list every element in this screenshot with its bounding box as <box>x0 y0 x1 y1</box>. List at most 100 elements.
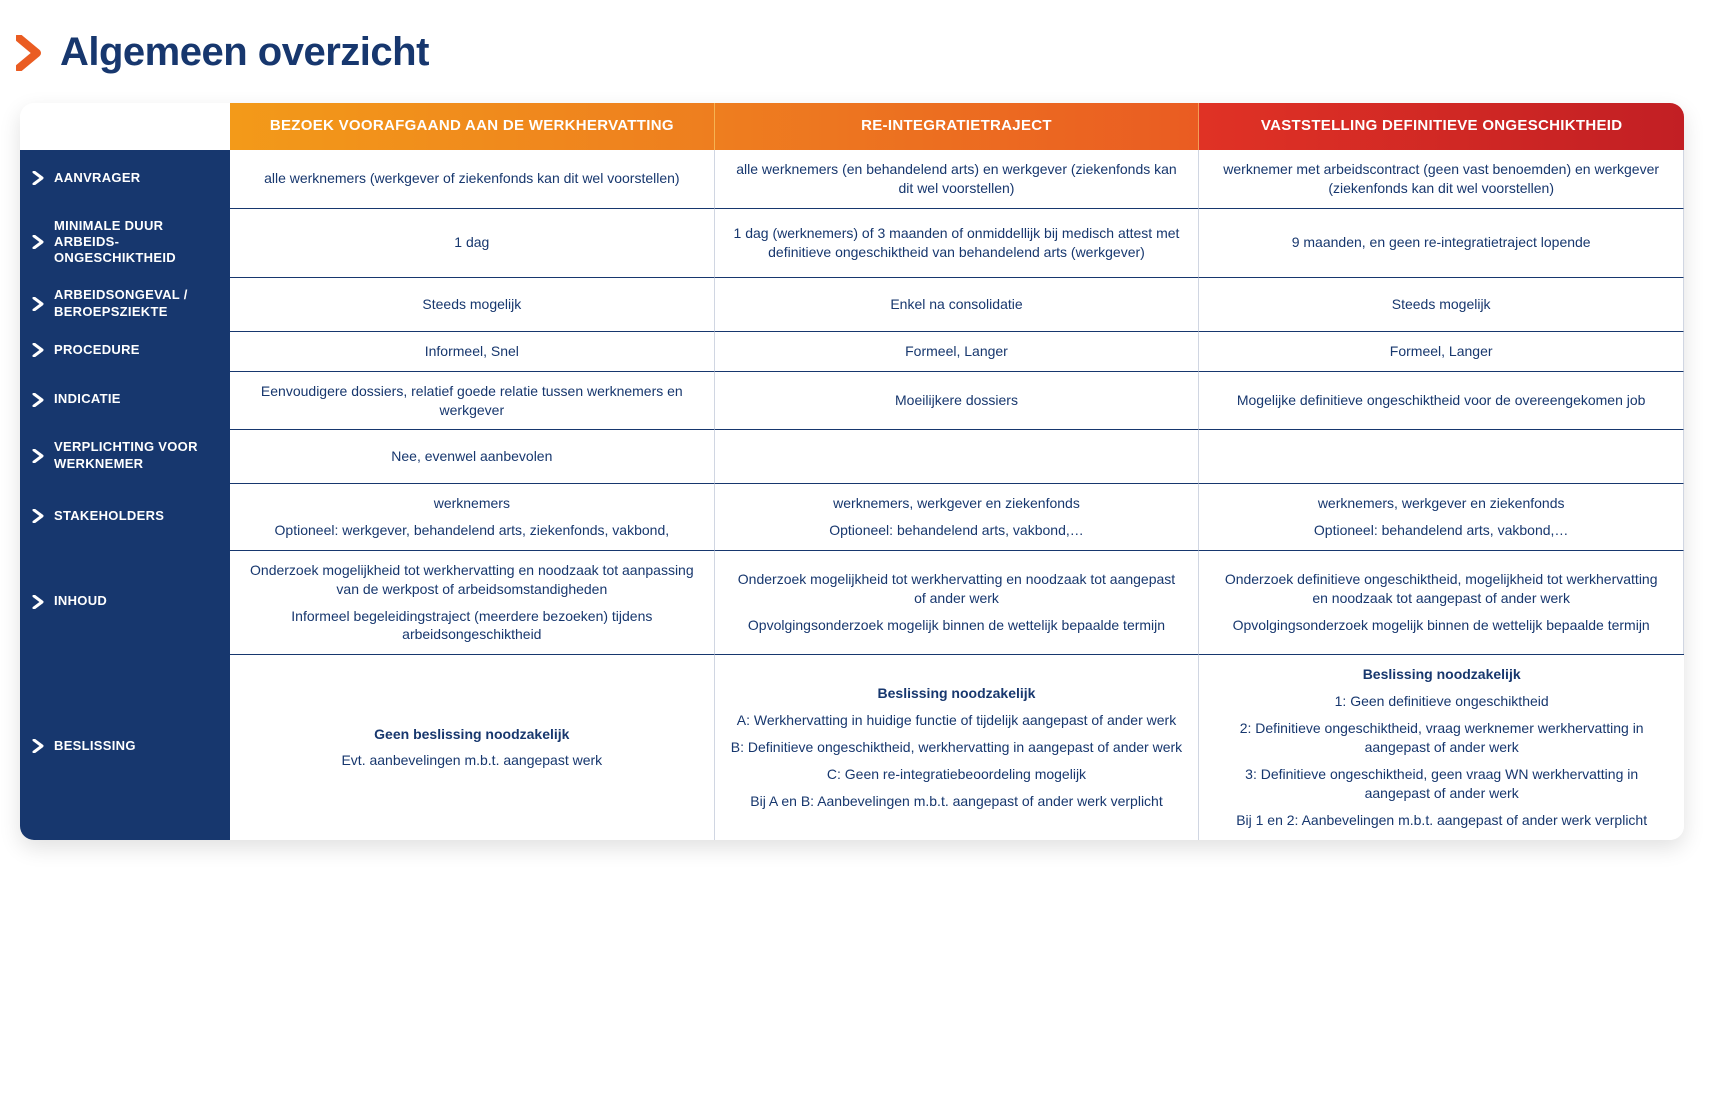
table-cell <box>715 429 1200 483</box>
table-cell <box>1199 429 1684 483</box>
row-label: INHOUD <box>20 550 230 655</box>
row-label-text: STAKEHOLDERS <box>54 508 216 524</box>
row-label: AANVRAGER <box>20 150 230 208</box>
cell-text: Formeel, Langer <box>905 342 1008 361</box>
table-cell: Steeds mogelijk <box>230 277 715 331</box>
table-cell: werknemers Optioneel: werkgever, behandel… <box>230 483 715 550</box>
row-label-text: INHOUD <box>54 593 216 609</box>
cell-text: alle werknemers (werkgever of ziekenfond… <box>264 169 680 188</box>
cell-text: 9 maanden, en geen re-integratietraject … <box>1292 233 1591 252</box>
cell-text: B: Definitieve ongeschiktheid, werkherva… <box>731 738 1182 757</box>
cell-text: Nee, evenwel aanbevolen <box>391 447 552 466</box>
cell-headline: Geen beslissing noodzakelijk <box>374 725 569 744</box>
table-cell: Moeilijkere dossiers <box>715 371 1200 430</box>
cell-text: A: Werkhervatting in huidige functie of … <box>737 711 1176 730</box>
cell-text: werknemer met arbeidscontract (geen vast… <box>1215 160 1667 198</box>
cell-text: Bij 1 en 2: Aanbevelingen m.b.t. aangepa… <box>1236 811 1647 830</box>
table-corner <box>20 103 230 150</box>
table-cell: 1 dag <box>230 208 715 278</box>
table-cell: alle werknemers (werkgever of ziekenfond… <box>230 150 715 208</box>
column-header: BEZOEK VOORAFGAAND AAN DE WERKHERVATTING <box>230 103 715 150</box>
table-cell: Onderzoek mogelijkheid tot werkhervattin… <box>715 550 1200 655</box>
table-cell: Onderzoek mogelijkheid tot werkhervattin… <box>230 550 715 655</box>
cell-text: Informeel begeleidingstraject (meerdere … <box>246 607 698 645</box>
table-cell: werknemer met arbeidscontract (geen vast… <box>1199 150 1684 208</box>
cell-text: Enkel na consolidatie <box>890 295 1022 314</box>
cell-text: 2: Definitieve ongeschiktheid, vraag wer… <box>1215 719 1668 757</box>
cell-text: Informeel, Snel <box>425 342 519 361</box>
table-cell: 9 maanden, en geen re-integratietraject … <box>1199 208 1684 278</box>
row-label-text: INDICATIE <box>54 391 216 407</box>
cell-text: 1 dag (werknemers) of 3 maanden of onmid… <box>731 224 1183 262</box>
row-label-text: ARBEIDSONGEVAL / BEROEPSZIEKTE <box>54 287 216 320</box>
cell-text: 1: Geen definitieve ongeschiktheid <box>1335 692 1549 711</box>
table-cell: Formeel, Langer <box>1199 331 1684 371</box>
page-title: Algemeen overzicht <box>60 30 429 75</box>
cell-text: werknemers <box>434 494 510 513</box>
table-cell: werknemers, werkgever en ziekenfonds Opti… <box>715 483 1200 550</box>
row-label: VERPLICHTING VOOR WERKNEMER <box>20 429 230 483</box>
chevron-right-icon <box>32 171 44 185</box>
cell-text: Opvolgingsonderzoek mogelijk binnen de w… <box>1233 616 1650 635</box>
cell-text: 1 dag <box>454 233 489 252</box>
cell-text: werknemers, werkgever en ziekenfonds <box>1318 494 1565 513</box>
chevron-right-icon <box>32 509 44 523</box>
chevron-right-icon <box>32 343 44 357</box>
cell-text: Formeel, Langer <box>1390 342 1493 361</box>
row-label-text: VERPLICHTING VOOR WERKNEMER <box>54 439 216 472</box>
cell-text: Steeds mogelijk <box>1392 295 1491 314</box>
row-label: ARBEIDSONGEVAL / BEROEPSZIEKTE <box>20 277 230 331</box>
cell-text: alle werknemers (en behandelend arts) en… <box>731 160 1183 198</box>
cell-text: Eenvoudigere dossiers, relatief goede re… <box>246 382 698 420</box>
cell-text: Bij A en B: Aanbevelingen m.b.t. aangepa… <box>750 792 1162 811</box>
table-cell: werknemers, werkgever en ziekenfonds Opti… <box>1199 483 1684 550</box>
table-cell: Onderzoek definitieve ongeschiktheid, mo… <box>1199 550 1684 655</box>
cell-headline: Beslissing noodzakelijk <box>878 684 1036 703</box>
table-cell: Mogelijke definitieve ongeschiktheid voo… <box>1199 371 1684 430</box>
table-cell: Geen beslissing noodzakelijk Evt. aanbeve… <box>230 654 715 839</box>
cell-text: Optioneel: behandelend arts, vakbond,… <box>829 521 1084 540</box>
table-cell: Enkel na consolidatie <box>715 277 1200 331</box>
cell-text: werknemers, werkgever en ziekenfonds <box>833 494 1080 513</box>
cell-text: Mogelijke definitieve ongeschiktheid voo… <box>1237 391 1646 410</box>
chevron-right-icon <box>32 739 44 753</box>
cell-text: Steeds mogelijk <box>422 295 521 314</box>
row-label: INDICATIE <box>20 371 230 430</box>
column-header: RE-INTEGRATIETRAJECT <box>715 103 1200 150</box>
chevron-right-icon <box>32 393 44 407</box>
table-cell: Informeel, Snel <box>230 331 715 371</box>
row-label-text: MINIMALE DUUR ARBEIDS-ONGESCHIKTHEID <box>54 218 216 267</box>
chevron-right-icon <box>16 35 46 71</box>
cell-text: 3: Definitieve ongeschiktheid, geen vraa… <box>1215 765 1668 803</box>
comparison-table: BEZOEK VOORAFGAAND AAN DE WERKHERVATTING… <box>20 103 1684 840</box>
table-cell: Beslissing noodzakelijk A: Werkhervatting… <box>715 654 1200 839</box>
table-cell: Steeds mogelijk <box>1199 277 1684 331</box>
cell-text: Onderzoek mogelijkheid tot werkhervattin… <box>731 570 1183 608</box>
cell-text: Moeilijkere dossiers <box>895 391 1018 410</box>
table-cell: 1 dag (werknemers) of 3 maanden of onmid… <box>715 208 1200 278</box>
cell-text: Optioneel: werkgever, behandelend arts, … <box>275 521 670 540</box>
row-label: STAKEHOLDERS <box>20 483 230 550</box>
row-label: MINIMALE DUUR ARBEIDS-ONGESCHIKTHEID <box>20 208 230 278</box>
chevron-right-icon <box>32 595 44 609</box>
table-cell: Beslissing noodzakelijk 1: Geen definitie… <box>1199 654 1684 839</box>
table-cell: alle werknemers (en behandelend arts) en… <box>715 150 1200 208</box>
row-label: PROCEDURE <box>20 331 230 371</box>
cell-text: Opvolgingsonderzoek mogelijk binnen de w… <box>748 616 1165 635</box>
cell-text: Onderzoek definitieve ongeschiktheid, mo… <box>1215 570 1667 608</box>
cell-text: Evt. aanbevelingen m.b.t. aangepast werk <box>341 751 602 770</box>
column-header: VASTSTELLING DEFINITIEVE ONGESCHIKTHEID <box>1199 103 1684 150</box>
cell-text: C: Geen re-integratiebeoordeling mogelij… <box>827 765 1086 784</box>
chevron-right-icon <box>32 235 44 249</box>
table-cell: Nee, evenwel aanbevolen <box>230 429 715 483</box>
page: Algemeen overzicht BEZOEK VOORAFGAAND AA… <box>0 0 1712 1108</box>
title-row: Algemeen overzicht <box>16 30 1684 75</box>
row-label-text: AANVRAGER <box>54 170 216 186</box>
row-label-text: BESLISSING <box>54 738 216 754</box>
cell-text: Onderzoek mogelijkheid tot werkhervattin… <box>246 561 698 599</box>
chevron-right-icon <box>32 449 44 463</box>
cell-headline: Beslissing noodzakelijk <box>1363 665 1521 684</box>
cell-text: Optioneel: behandelend arts, vakbond,… <box>1314 521 1569 540</box>
chevron-right-icon <box>32 297 44 311</box>
table-cell: Formeel, Langer <box>715 331 1200 371</box>
